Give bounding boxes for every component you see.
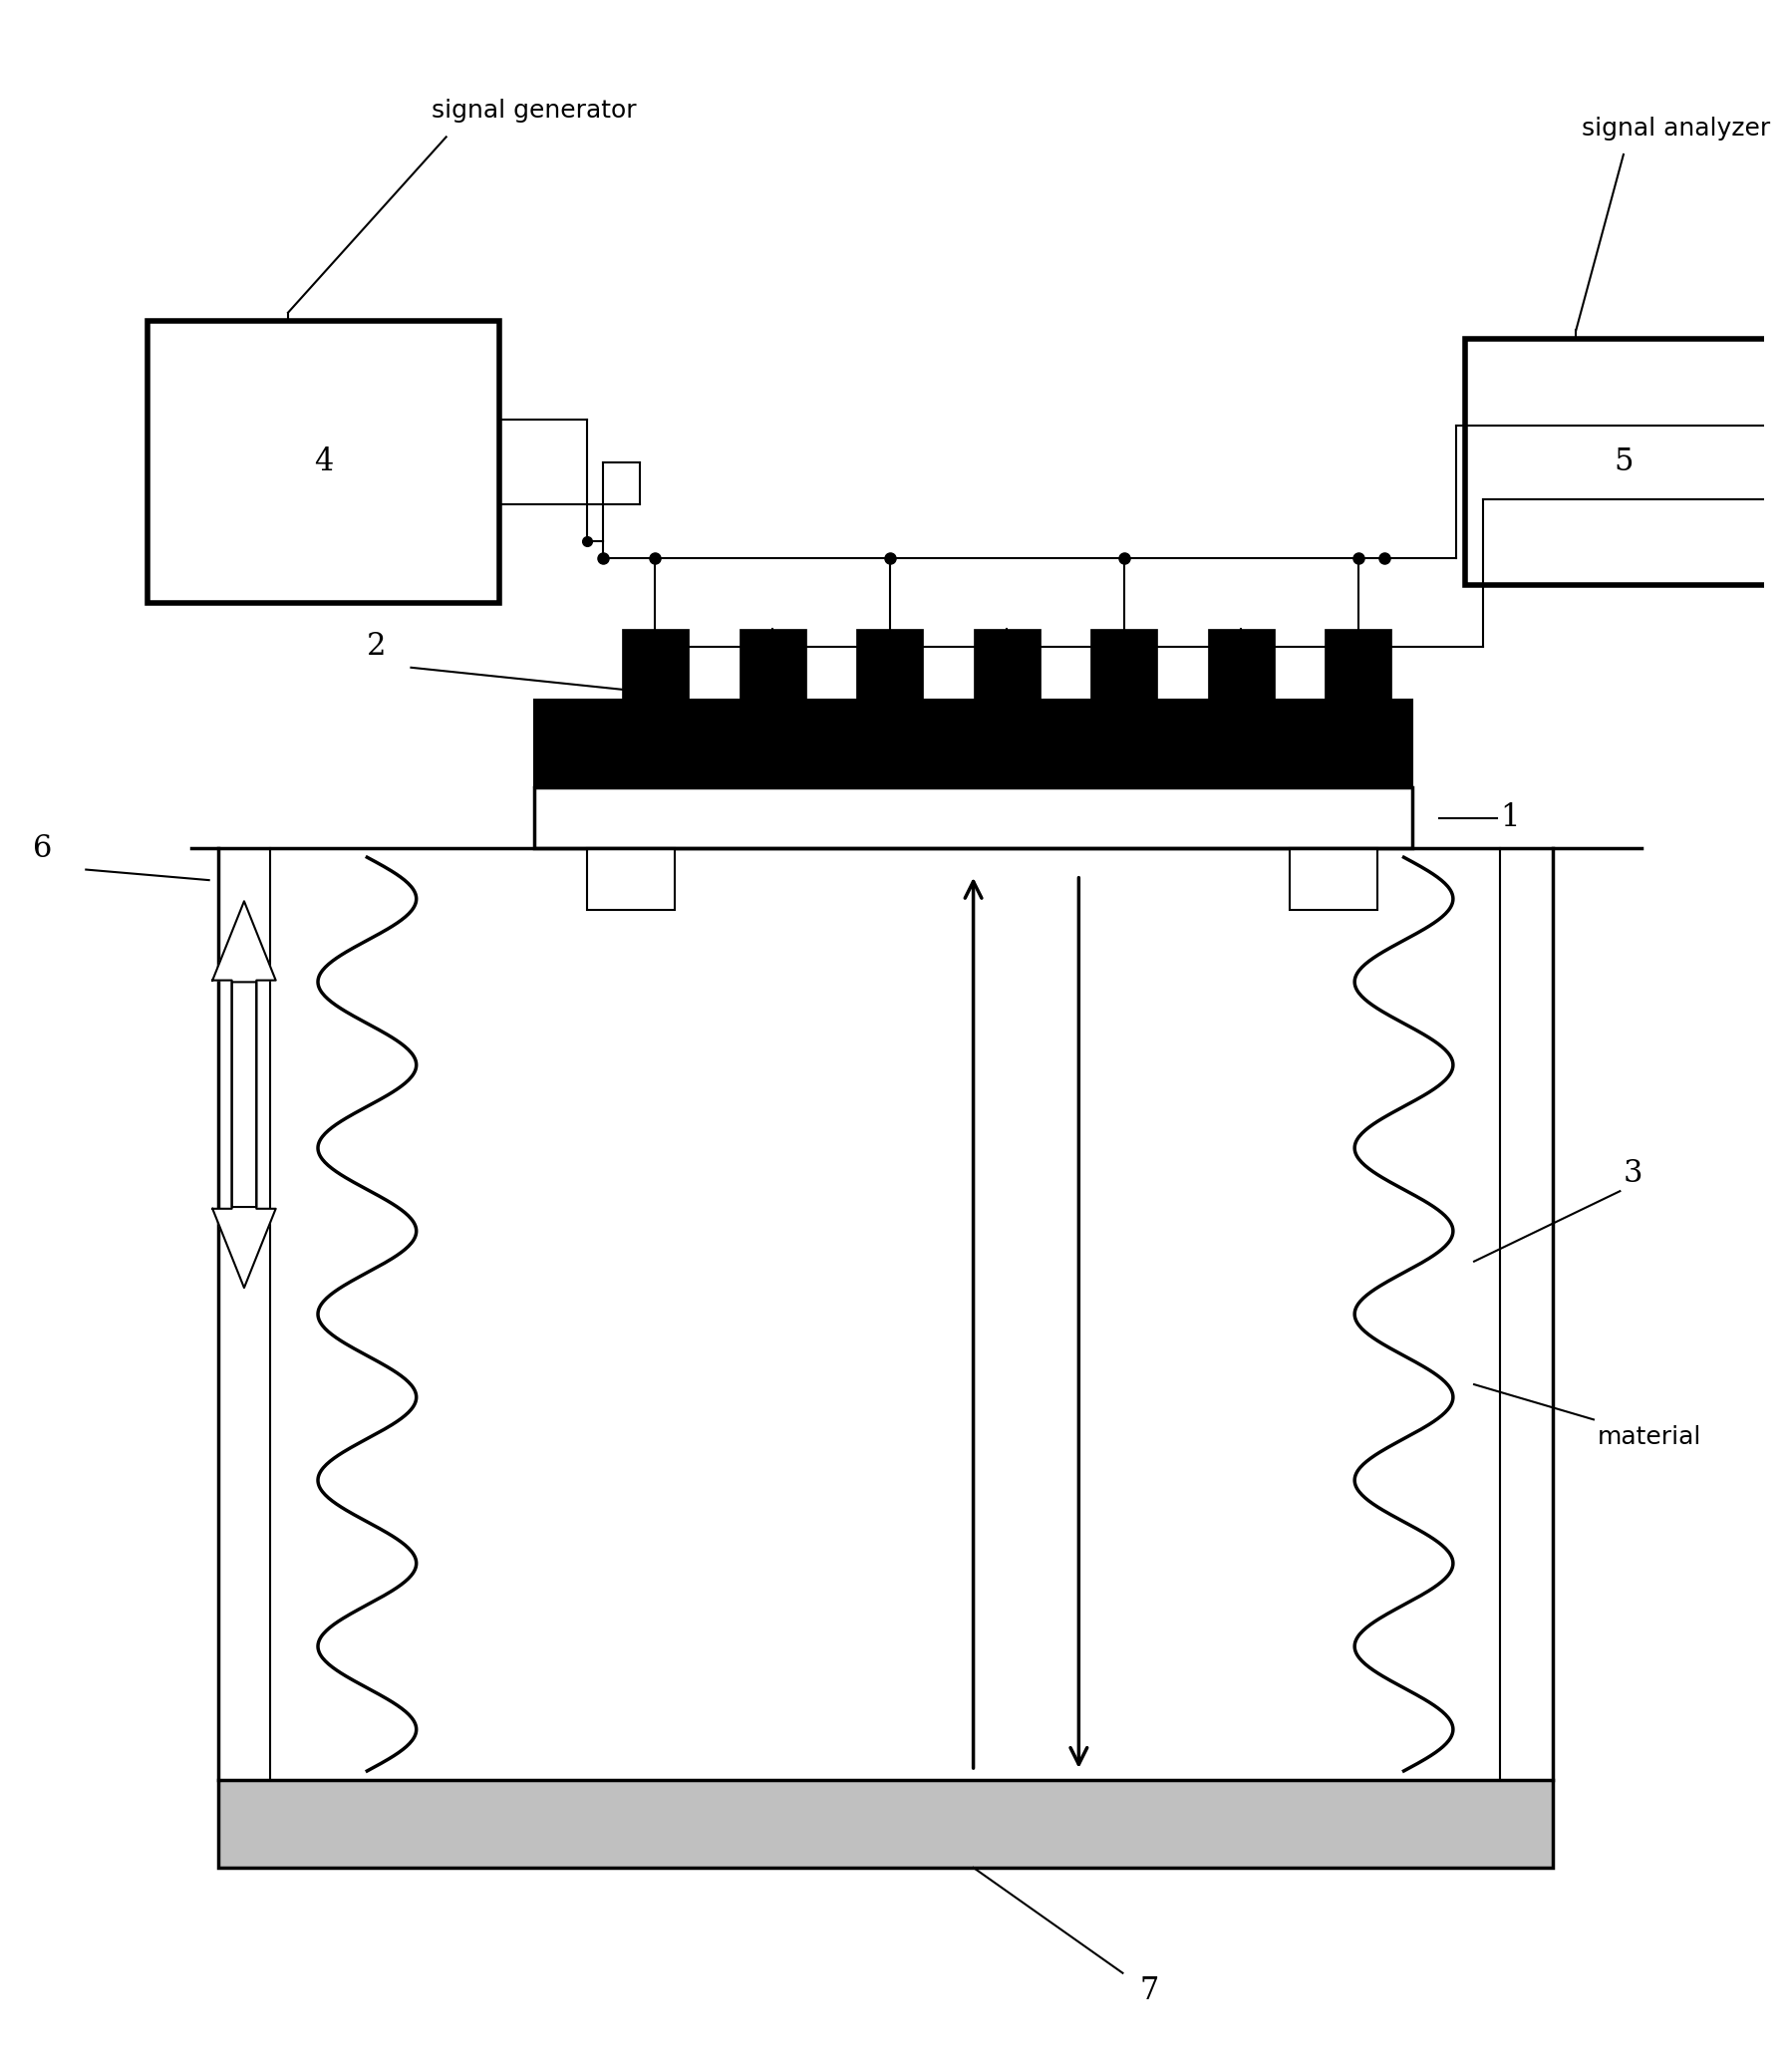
Bar bbox=[738, 628, 805, 698]
Text: 2: 2 bbox=[366, 630, 385, 661]
Text: signal generator: signal generator bbox=[432, 99, 636, 122]
Text: 5: 5 bbox=[1613, 446, 1633, 477]
Text: 6: 6 bbox=[32, 833, 52, 864]
Bar bbox=[534, 698, 1412, 787]
Bar bbox=[534, 787, 1412, 849]
Bar bbox=[147, 322, 498, 603]
Text: material: material bbox=[1597, 1426, 1701, 1448]
Polygon shape bbox=[213, 981, 276, 1287]
Polygon shape bbox=[213, 901, 276, 1207]
Bar bbox=[1324, 628, 1391, 698]
Bar bbox=[1090, 628, 1156, 698]
Text: 7: 7 bbox=[1138, 1975, 1158, 2006]
Bar bbox=[857, 628, 923, 698]
Bar bbox=[1288, 849, 1376, 909]
Text: 1: 1 bbox=[1500, 802, 1520, 833]
Text: signal analyzer: signal analyzer bbox=[1581, 116, 1769, 140]
Bar bbox=[973, 628, 1039, 698]
Text: 4: 4 bbox=[314, 446, 333, 477]
Bar bbox=[217, 1779, 1552, 1868]
Text: 3: 3 bbox=[1622, 1159, 1641, 1190]
Bar bbox=[1464, 339, 1781, 585]
Bar bbox=[586, 849, 674, 909]
Bar bbox=[622, 628, 688, 698]
Bar bbox=[1208, 628, 1274, 698]
